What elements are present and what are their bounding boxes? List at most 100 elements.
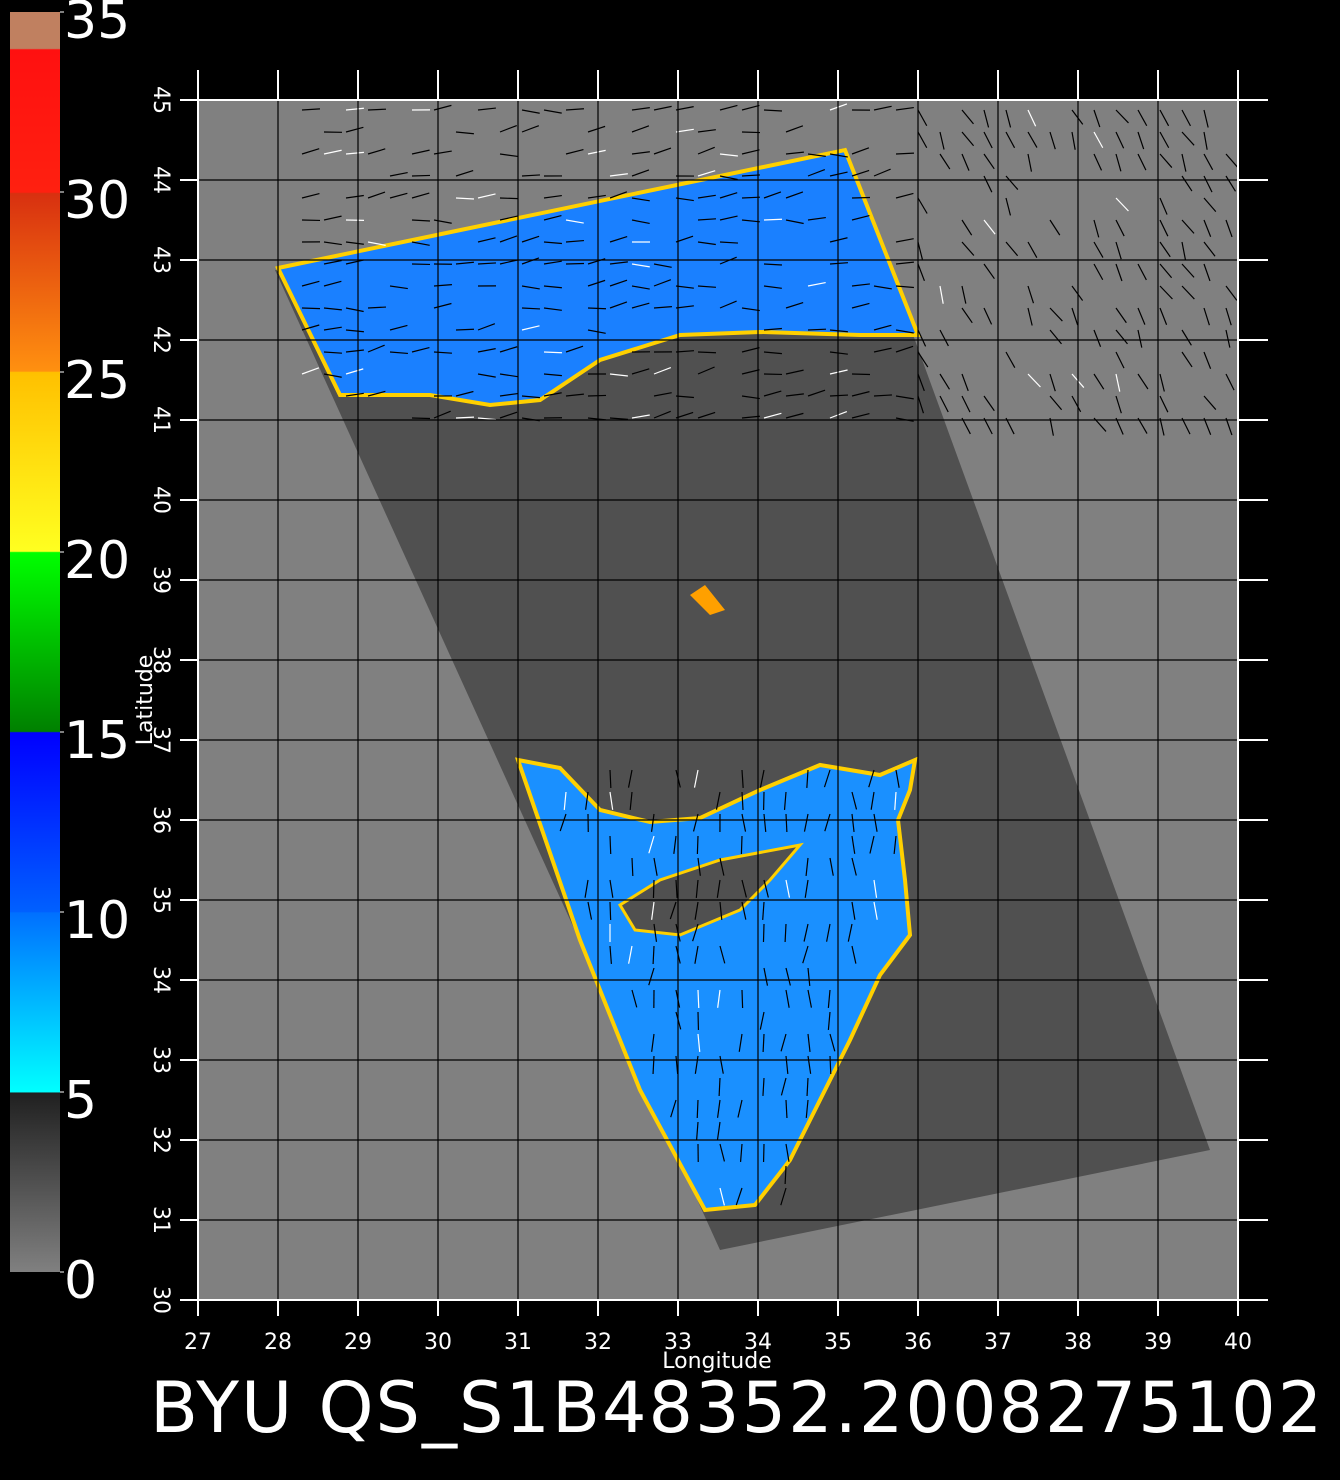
- wind-barb: [803, 923, 809, 942]
- wind-barb: [983, 131, 993, 149]
- wind-barb: [697, 129, 716, 133]
- wind-barb: [785, 369, 804, 375]
- wind-barb: [740, 835, 743, 855]
- wind-barb: [697, 170, 716, 177]
- wind-barb: [653, 367, 672, 375]
- x-axis-label: Longitude: [662, 1349, 771, 1374]
- x-tick-label: 29: [344, 1330, 372, 1355]
- wind-barb: [543, 194, 562, 199]
- wind-barb: [696, 835, 699, 855]
- wind-barb: [301, 148, 320, 155]
- wind-barb: [652, 1055, 655, 1075]
- colorbar-label: 35: [64, 0, 130, 51]
- wind-barb: [917, 197, 928, 214]
- wind-barb: [499, 373, 518, 378]
- wind-barb: [719, 256, 737, 265]
- wind-barb: [719, 104, 738, 111]
- wind-barb: [367, 390, 386, 397]
- y-tick-label: 43: [148, 246, 173, 274]
- wind-barb: [389, 171, 408, 177]
- wind-barb: [455, 328, 475, 331]
- wind-barb: [1225, 153, 1238, 168]
- y-tick-label: 38: [148, 646, 173, 674]
- wind-barb: [961, 219, 973, 236]
- wind-barb: [565, 393, 584, 397]
- wind-barb: [587, 194, 606, 199]
- wind-barb: [653, 923, 658, 942]
- wind-barb: [851, 391, 870, 397]
- axes: 27 28 29 30 31 32 33 34 35 36 37 38 39 40 30 31 32 33 34 35…: [148, 70, 1268, 1355]
- wind-barb: [961, 395, 971, 413]
- wind-barb: [763, 813, 767, 832]
- wind-barb: [301, 108, 321, 111]
- wind-barb: [759, 1011, 765, 1030]
- wind-barb: [1005, 131, 1016, 149]
- wind-barb: [669, 901, 677, 920]
- wind-barb: [741, 347, 760, 353]
- wind-barb: [829, 1033, 836, 1052]
- wind-barb: [1137, 307, 1146, 325]
- x-tick-label: 28: [264, 1330, 292, 1355]
- wind-barb: [651, 1033, 655, 1052]
- wind-barb: [1005, 351, 1016, 368]
- wind-barb: [697, 194, 716, 199]
- wind-barb: [1093, 153, 1103, 171]
- wind-barb: [807, 389, 826, 397]
- wind-barb: [631, 219, 650, 225]
- wind-barb: [895, 329, 914, 334]
- colorbar-label: 0: [64, 1251, 97, 1311]
- wind-barb: [939, 131, 945, 150]
- wind-barb: [1115, 351, 1125, 369]
- wind-barb: [670, 1099, 677, 1118]
- wind-barb: [609, 901, 612, 921]
- wind-barb: [1005, 417, 1015, 435]
- wind-barb: [785, 813, 788, 833]
- colorbar-label: 25: [64, 351, 130, 411]
- wind-barb: [741, 395, 760, 400]
- wind-barb: [873, 285, 892, 290]
- wind-barb: [477, 348, 496, 353]
- wind-barb: [1093, 373, 1105, 390]
- wind-barb: [697, 146, 715, 155]
- wind-barb: [895, 192, 914, 199]
- cyprus-area: [617, 842, 804, 937]
- wind-barb: [521, 125, 540, 133]
- wind-barb: [780, 1187, 787, 1206]
- wind-barb: [675, 235, 694, 243]
- wind-barb: [716, 1099, 721, 1118]
- wind-barb: [961, 285, 967, 304]
- wind-barb: [851, 283, 870, 287]
- colorbar-label: 20: [64, 531, 130, 591]
- y-tick-label: 45: [148, 86, 173, 114]
- wind-barb: [565, 148, 584, 155]
- wind-barb: [653, 263, 672, 268]
- wind-barb: [1071, 131, 1076, 150]
- wind-barb: [565, 219, 584, 224]
- wind-barb: [1115, 373, 1121, 392]
- wind-barb: [1203, 197, 1217, 212]
- x-tick-label: 27: [184, 1330, 212, 1355]
- wind-barb: [411, 219, 431, 222]
- wind-barb: [1115, 307, 1127, 324]
- wind-barb: [411, 174, 431, 177]
- wind-barb: [851, 214, 870, 221]
- wind-barb: [1049, 329, 1062, 345]
- wind-barb: [806, 1077, 809, 1097]
- wind-barb: [543, 241, 562, 245]
- wind-barb: [697, 241, 716, 246]
- wind-barb: [1225, 307, 1232, 326]
- wind-barb: [785, 879, 791, 898]
- wind-barb: [719, 901, 723, 920]
- wind-barb: [763, 327, 782, 331]
- y-tick-label: 36: [148, 806, 173, 834]
- wind-barb: [675, 395, 694, 399]
- wind-barb: [675, 128, 694, 133]
- wind-barb: [807, 967, 811, 986]
- wind-barb: [716, 879, 721, 898]
- wind-barb: [697, 366, 715, 375]
- y-tick-label: 44: [148, 166, 173, 194]
- wind-barb: [673, 835, 677, 854]
- wind-barb: [1093, 241, 1104, 258]
- wind-barb: [1225, 285, 1238, 301]
